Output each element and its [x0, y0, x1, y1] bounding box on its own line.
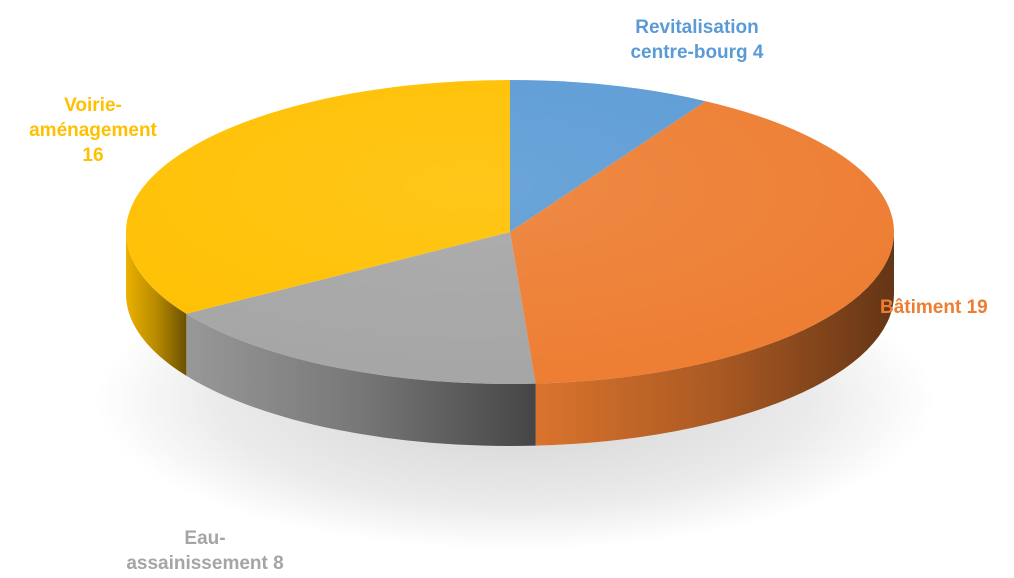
pie-side-batiment: [535, 232, 894, 446]
data-label-line: Eau-: [184, 528, 225, 549]
data-label-line: 16: [82, 145, 103, 166]
data-label-batiment: Bâtiment 19: [880, 297, 988, 318]
pie-labels: Revitalisation centre-bourg 4 Bâtiment 19 E…: [29, 17, 988, 574]
data-label-line: Voirie-: [64, 95, 122, 116]
pie-tops: [126, 80, 894, 384]
data-label-eau-assainissement: Eau-assainissement 8: [126, 528, 283, 574]
data-label-line: Bâtiment 19: [880, 297, 988, 318]
data-label-line: aménagement: [29, 120, 157, 141]
data-label-line: centre-bourg 4: [630, 42, 763, 63]
data-label-line: assainissement 8: [126, 553, 283, 574]
data-label-voirie-amenagement: Voirie-aménagement 16: [29, 95, 157, 166]
data-label-revitalisation-centre-bourg: Revitalisation centre-bourg 4: [630, 17, 763, 63]
data-label-line: Revitalisation: [635, 17, 759, 38]
